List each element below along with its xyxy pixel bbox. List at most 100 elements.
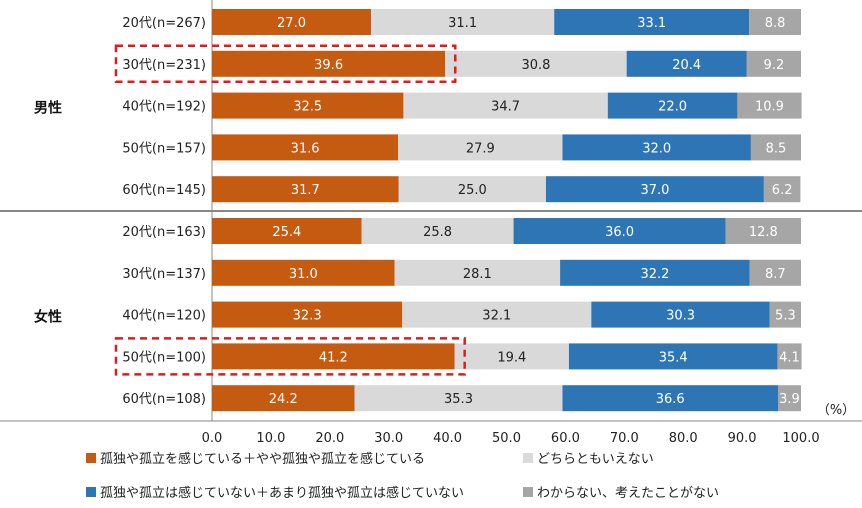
data-label: 8.5 bbox=[766, 141, 787, 156]
bar-segment bbox=[725, 218, 801, 244]
bar-segment bbox=[402, 301, 592, 328]
bar-segment bbox=[212, 343, 455, 370]
bar-segment bbox=[454, 343, 569, 370]
x-tick-label: 80.0 bbox=[669, 431, 698, 446]
data-label: 19.4 bbox=[497, 350, 526, 365]
group-label: 女性 bbox=[34, 309, 62, 326]
data-label: 8.8 bbox=[765, 16, 786, 31]
bar-segment bbox=[626, 50, 747, 77]
legend-swatch bbox=[86, 486, 96, 497]
bar-segment bbox=[749, 259, 801, 286]
legend-swatch bbox=[86, 452, 96, 463]
row-label: 40代(n=192) bbox=[122, 100, 206, 115]
legend-swatch bbox=[523, 486, 533, 497]
data-label: 31.1 bbox=[448, 16, 477, 31]
data-label: 30.8 bbox=[521, 58, 550, 73]
highlight-box bbox=[114, 337, 466, 376]
legend-item-not-lonely: 孤独や孤立は感じていない＋あまり孤独や孤立は感じていない bbox=[86, 482, 464, 501]
x-tick-label: 40.0 bbox=[433, 431, 462, 446]
data-label: 6.2 bbox=[772, 183, 793, 198]
row-label: 60代(n=108) bbox=[122, 392, 206, 407]
data-label: 27.9 bbox=[466, 141, 495, 156]
data-label: 34.7 bbox=[491, 100, 520, 115]
data-label: 31.7 bbox=[291, 183, 320, 198]
row-label: 60代(n=145) bbox=[122, 183, 206, 198]
bar-segment bbox=[778, 385, 801, 412]
bar-segment bbox=[398, 176, 546, 203]
x-tick-label: 100.0 bbox=[782, 431, 819, 446]
bar-segment bbox=[212, 259, 395, 286]
data-label: 25.4 bbox=[272, 225, 301, 240]
x-tick-label: 0.0 bbox=[202, 431, 223, 446]
bar-segment bbox=[545, 176, 764, 203]
data-label: 35.4 bbox=[659, 350, 688, 365]
bar-segment bbox=[371, 9, 555, 35]
bar-segment bbox=[562, 134, 751, 161]
bar-segment bbox=[361, 218, 514, 244]
data-label: 24.2 bbox=[269, 392, 298, 407]
data-label: 9.2 bbox=[764, 58, 785, 73]
bar-segment bbox=[212, 134, 399, 161]
legend-label: どちらともいえない bbox=[537, 452, 654, 467]
data-label: 32.1 bbox=[482, 309, 511, 324]
data-label: 33.1 bbox=[637, 16, 666, 31]
row-label: 50代(n=100) bbox=[122, 350, 206, 365]
bar-segment bbox=[212, 92, 404, 119]
bar-segment bbox=[568, 343, 778, 370]
x-tick-label: 10.0 bbox=[256, 431, 285, 446]
unit-label: （%） bbox=[817, 403, 855, 418]
data-label: 25.8 bbox=[423, 225, 452, 240]
bar-segment bbox=[354, 385, 563, 412]
data-label: 35.3 bbox=[444, 392, 473, 407]
row-label: 30代(n=231) bbox=[122, 58, 206, 73]
data-label: 41.2 bbox=[319, 350, 348, 365]
x-tick-label: 20.0 bbox=[315, 431, 344, 446]
x-tick-label: 60.0 bbox=[551, 431, 580, 446]
row-label: 20代(n=267) bbox=[122, 16, 206, 31]
data-label: 30.3 bbox=[666, 309, 695, 324]
bar-segment bbox=[750, 134, 801, 161]
bar-segment bbox=[737, 92, 802, 119]
bar-segment bbox=[562, 385, 779, 412]
data-label: 8.7 bbox=[765, 267, 786, 282]
legend-label: わからない、考えたことがない bbox=[537, 486, 720, 501]
bar-segment bbox=[560, 259, 750, 286]
data-label: 20.4 bbox=[672, 58, 701, 73]
data-label: 12.8 bbox=[749, 225, 778, 240]
bar-segment bbox=[212, 50, 446, 77]
x-tick-label: 90.0 bbox=[728, 431, 757, 446]
group-label: 男性 bbox=[34, 100, 62, 117]
bar-segment bbox=[212, 385, 355, 412]
bar-segment bbox=[212, 176, 399, 203]
bar-segment bbox=[398, 134, 563, 161]
row-label: 20代(n=163) bbox=[122, 225, 206, 240]
data-label: 36.6 bbox=[656, 392, 685, 407]
legend-item-feel-lonely: 孤独や孤立を感じている＋やや孤独や孤立を感じている bbox=[86, 448, 425, 467]
row-label: 50代(n=157) bbox=[122, 141, 206, 156]
bar-segment bbox=[212, 218, 362, 244]
data-label: 27.0 bbox=[277, 16, 306, 31]
legend-label: 孤独や孤立は感じていない＋あまり孤独や孤立は感じていない bbox=[100, 486, 465, 501]
data-label: 32.5 bbox=[293, 100, 322, 115]
bar-segment bbox=[746, 50, 801, 77]
bar-segment bbox=[763, 176, 801, 203]
data-label: 36.0 bbox=[605, 225, 634, 240]
bar-segment bbox=[212, 9, 372, 35]
row-label: 30代(n=137) bbox=[122, 267, 206, 282]
data-label: 4.1 bbox=[779, 350, 800, 365]
bar-segment bbox=[769, 301, 801, 328]
data-label: 39.6 bbox=[314, 58, 343, 73]
bar-segment bbox=[749, 9, 801, 35]
data-label: 28.1 bbox=[463, 267, 492, 282]
data-label: 32.3 bbox=[293, 309, 322, 324]
data-label: 37.0 bbox=[640, 183, 669, 198]
data-label: 25.0 bbox=[458, 183, 487, 198]
bar-segment bbox=[445, 50, 627, 77]
data-label: 31.0 bbox=[289, 267, 318, 282]
data-label: 5.3 bbox=[775, 309, 796, 324]
data-label: 3.9 bbox=[779, 392, 800, 407]
legend-label: 孤独や孤立を感じている＋やや孤独や孤立を感じている bbox=[100, 452, 426, 467]
bar-segment bbox=[607, 92, 738, 119]
x-tick-label: 30.0 bbox=[374, 431, 403, 446]
